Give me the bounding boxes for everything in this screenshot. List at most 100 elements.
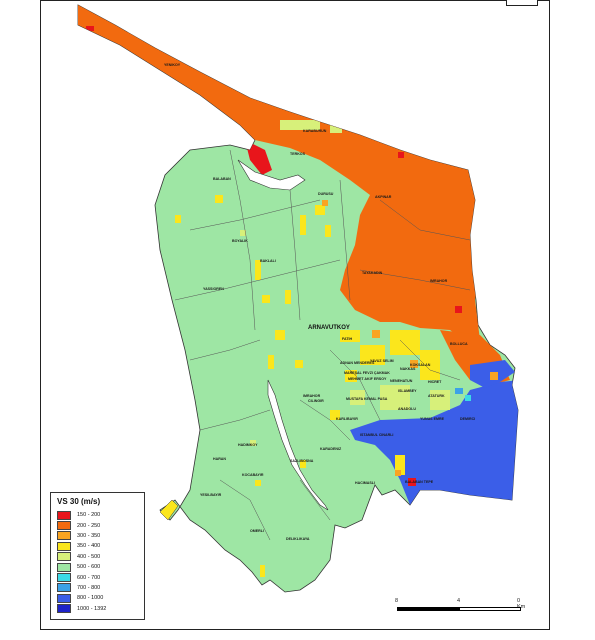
alibey-river <box>267 379 329 511</box>
place-label: ADNAN MENDERES <box>340 361 375 365</box>
zone-300-350 <box>322 200 498 476</box>
place-label: KOKSALAN <box>410 363 431 367</box>
legend: VS 30 (m/s) 150 - 200 200 - 250 300 - 350 3… <box>50 492 145 620</box>
place-label: ANADOLU <box>398 407 416 411</box>
scale-label-0: 0 Km <box>517 598 526 610</box>
scale-segment-light <box>459 607 521 611</box>
district-label: ARNAVUTKOY <box>308 325 350 331</box>
place-label: ISTANBUL CINARLI <box>360 433 393 437</box>
legend-item: 200 - 250 <box>57 520 138 531</box>
zone-150-200-north <box>398 152 404 158</box>
legend-swatch <box>57 583 71 593</box>
legend-label: 600 - 700 <box>77 574 101 581</box>
legend-label: 700 - 800 <box>77 584 101 591</box>
place-label: KOCABAYIR <box>242 473 264 477</box>
legend-item: 400 - 500 <box>57 552 138 562</box>
place-label: DEMIRCI <box>460 417 475 421</box>
place-label: TAYAKADIN <box>362 271 383 275</box>
terkos-lake <box>237 159 306 191</box>
scale-label-8: 8 <box>395 598 399 604</box>
zone-150-200-terkos <box>245 140 272 175</box>
place-label: BALABAN TEPE <box>405 480 434 484</box>
legend-label: 800 - 1000 <box>77 595 104 602</box>
legend-item: 600 - 700 <box>57 572 138 583</box>
scale-bar: 8 4 0 Km <box>395 598 525 618</box>
legend-swatch <box>57 521 71 531</box>
place-label: IMRAHOR <box>430 279 448 283</box>
legend-item: 350 - 400 <box>57 541 138 551</box>
legend-item: 1000 - 1392 <box>57 604 138 614</box>
place-label: TERKOS <box>290 152 306 156</box>
zone-400-500 <box>240 120 450 446</box>
legend-item: 700 - 800 <box>57 583 138 593</box>
place-label: NENEHATUN <box>390 379 413 383</box>
zone-700-800 <box>455 388 463 394</box>
legend-item: 800 - 1000 <box>57 593 138 603</box>
place-label: MUSTAFA KEMAL PASA <box>346 397 388 401</box>
zone-150-200-south <box>408 478 416 486</box>
place-label: HARAN <box>213 457 226 461</box>
legend-item: 150 - 200 <box>57 510 138 520</box>
legend-item: 300 - 350 <box>57 531 138 541</box>
place-label: FATIH <box>342 337 353 341</box>
place-label: ATATURK <box>428 394 445 398</box>
place-label: HICRET <box>428 380 442 384</box>
legend-swatch <box>57 562 71 572</box>
zone-350-400 <box>175 195 440 577</box>
legend-swatch <box>57 573 71 583</box>
scale-segment-dark <box>397 607 459 611</box>
place-label: MAREŞAL FEVZI ÇAKMAK <box>344 371 390 375</box>
legend-swatch <box>57 593 71 603</box>
legend-swatch <box>57 604 71 614</box>
place-label: YESILBAYIR <box>200 493 222 497</box>
place-label: MEHMET AKIF ERSOY <box>348 377 387 381</box>
place-label: DURUSU <box>318 192 334 196</box>
legend-label: 400 - 500 <box>77 553 101 560</box>
zone-150-200-tip <box>86 26 94 31</box>
place-label: BOYALIK <box>232 239 248 243</box>
legend-item: 500 - 600 <box>57 562 138 572</box>
legend-label: 1000 - 1392 <box>77 605 107 612</box>
place-label: BOLLUCA <box>450 342 468 346</box>
place-label: ISLAMBEY <box>398 389 417 393</box>
zone-800-1000 <box>350 380 518 505</box>
legend-label: 350 - 400 <box>77 543 101 550</box>
legend-label: 200 - 250 <box>77 522 101 529</box>
legend-label: 300 - 350 <box>77 532 101 539</box>
zone-150-200-east <box>455 306 462 313</box>
legend-title: VS 30 (m/s) <box>57 497 101 506</box>
place-label: BALABAN <box>213 177 231 181</box>
place-label: KARADENIZ <box>320 447 342 451</box>
legend-swatch <box>57 531 71 541</box>
place-label: DELIKLIKAYA <box>286 537 310 541</box>
zone-600-700 <box>465 395 471 401</box>
legend-swatch <box>57 510 71 520</box>
place-label: NAKKAS <box>400 367 416 371</box>
place-label: IMRAHOR <box>303 394 321 398</box>
legend-rows: 150 - 200 200 - 250 300 - 350 350 - 400 400 … <box>57 510 138 614</box>
legend-label: 150 - 200 <box>77 512 101 519</box>
legend-label: 500 - 600 <box>77 564 101 571</box>
place-label: BAKLALI <box>260 259 276 263</box>
place-label: KARLIBAYIR <box>336 417 358 421</box>
legend-swatch <box>57 541 71 551</box>
zone-200-250 <box>78 5 480 345</box>
place-label: YAVUZ SELIM <box>370 359 394 363</box>
neighborhood-boundaries <box>174 149 471 541</box>
place-label: OMERLI <box>250 529 264 533</box>
place-label: HACIMASLI <box>355 481 375 485</box>
place-label: CILINGIR <box>308 399 324 403</box>
place-label: YASSIOREN <box>203 287 224 291</box>
place-label: KARABURUN <box>303 129 327 133</box>
place-label: YUNUS EMRE <box>420 417 445 421</box>
frame-corner-tab <box>506 0 538 6</box>
southwest-tip <box>159 499 179 521</box>
place-labels: YENIKOY KARABURUN TERKOS DURUSU BALABAN … <box>164 63 475 541</box>
place-label: YENIKOY <box>164 63 181 67</box>
place-label: AKPINAR <box>375 195 392 199</box>
place-label: SAZLIBOSNA <box>290 459 314 463</box>
legend-swatch <box>57 552 71 562</box>
scale-label-4: 4 <box>457 598 461 604</box>
place-label: HADIMKOY <box>238 443 258 447</box>
